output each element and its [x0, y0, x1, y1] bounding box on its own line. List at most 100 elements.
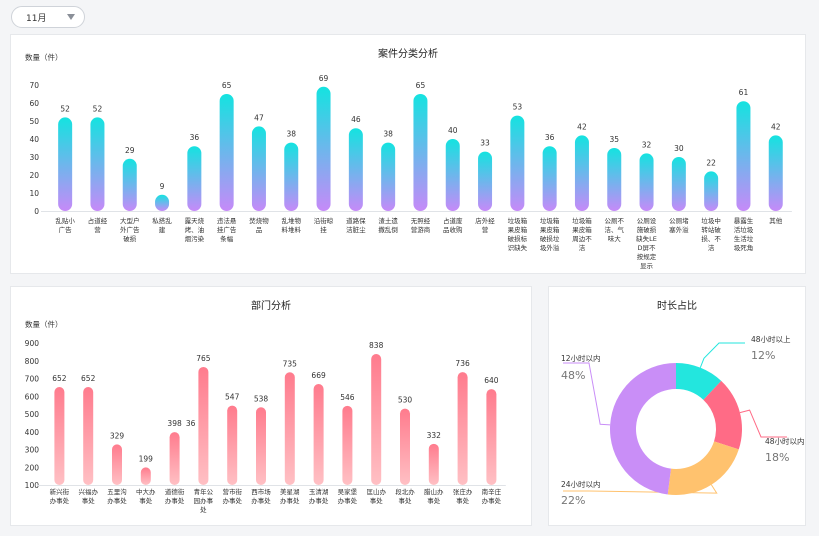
department-category-label: 西市场 — [251, 487, 271, 496]
category-data-label: 40 — [448, 126, 458, 135]
department-data-label: 652 — [81, 374, 96, 383]
donut-slice — [667, 441, 739, 495]
department-category-label: 事处 — [82, 496, 96, 505]
category-y-tick: 50 — [29, 117, 39, 126]
department-bar — [112, 444, 122, 485]
category-bar — [155, 194, 170, 211]
category-data-label: 9 — [160, 182, 165, 191]
department-category-label: 腊山办 — [424, 487, 444, 496]
category-category-label: 识缺失 — [508, 243, 528, 252]
department-category-label: 事处 — [399, 496, 413, 505]
category-category-label: 大型户 — [120, 216, 140, 225]
department-category-label: 张庄办 — [453, 487, 473, 496]
category-bar — [736, 101, 751, 211]
department-category-label: 事处 — [370, 496, 384, 505]
category-bar — [704, 171, 719, 211]
category-category-label: 私搭乱 — [152, 216, 172, 225]
category-y-tick: 40 — [29, 135, 39, 144]
slice-label: 12小时以内 — [561, 353, 601, 363]
category-category-label: 活垃圾 — [734, 225, 754, 234]
category-data-label: 38 — [286, 130, 296, 139]
category-category-label: 周边不 — [572, 235, 592, 243]
department-bar — [457, 372, 468, 485]
department-category-label: 营市街 — [222, 487, 242, 496]
category-data-label: 42 — [771, 122, 781, 131]
category-bar — [607, 148, 622, 211]
category-category-label: 垃圾箱 — [540, 216, 560, 225]
department-bar — [256, 407, 266, 485]
category-category-label: 生活垃 — [734, 234, 754, 243]
department-category-label: 玉清湖 — [309, 487, 329, 496]
category-category-label: 显示 — [640, 262, 654, 270]
department-category-label: 园办事 — [194, 496, 214, 505]
department-annotation: 36 — [186, 419, 196, 428]
department-bar — [169, 432, 180, 485]
department-category-label: 道德街 — [165, 487, 185, 496]
category-category-label: 店外经 — [475, 216, 495, 225]
category-category-label: 料堆料 — [282, 225, 302, 234]
month-select-value: 11月 — [26, 14, 47, 24]
category-data-label: 65 — [416, 81, 426, 90]
department-data-label: 530 — [398, 396, 413, 405]
category-data-label: 47 — [254, 113, 264, 122]
category-category-label: 烤、油 — [185, 225, 205, 234]
department-category-label: 美星湖 — [280, 487, 300, 496]
category-category-label: 建 — [159, 225, 166, 234]
category-data-label: 46 — [351, 115, 361, 124]
category-bar — [219, 94, 234, 211]
department-bar — [284, 372, 295, 485]
department-y-tick: 300 — [25, 446, 40, 455]
category-data-label: 53 — [513, 103, 523, 112]
department-category-label: 办事处 — [165, 496, 185, 505]
department-bar — [342, 405, 353, 485]
category-category-label: 渣土遗 — [378, 216, 398, 225]
department-category-label: 青年公 — [194, 487, 214, 496]
department-category-label: 办事处 — [280, 496, 300, 505]
category-bar — [413, 94, 428, 211]
category-category-label: 垃圾中 — [701, 216, 721, 225]
department-y-axis-title: 数量（件） — [25, 319, 63, 329]
donut-slice — [703, 380, 742, 450]
category-category-label: 营游商 — [411, 225, 431, 234]
category-category-label: 广告 — [59, 225, 73, 234]
category-bar — [510, 115, 525, 211]
department-category-label: 南辛庄 — [482, 487, 502, 496]
department-chart-title: 部门分析 — [251, 301, 291, 312]
department-data-label: 332 — [427, 431, 442, 440]
department-category-label: 中大办 — [136, 487, 156, 496]
department-data-label: 652 — [52, 374, 67, 383]
department-bar — [428, 443, 439, 485]
category-bar — [251, 126, 266, 211]
category-data-label: 35 — [609, 135, 619, 144]
category-category-label: 乱堆物 — [282, 216, 302, 225]
department-category-label: 五里沟 — [107, 487, 127, 496]
category-category-label: 破损标 — [508, 234, 528, 243]
category-category-label: 果皮箱 — [508, 225, 528, 234]
department-data-label: 765 — [196, 354, 211, 363]
category-category-label: 果皮箱 — [572, 225, 592, 234]
category-data-label: 42 — [577, 122, 587, 131]
category-category-label: 损、不 — [701, 234, 721, 243]
donut-slice — [676, 363, 722, 400]
month-select[interactable]: 11月 — [11, 6, 85, 28]
department-data-label: 640 — [484, 376, 499, 385]
department-data-label: 329 — [110, 431, 125, 440]
donut-slice — [609, 363, 676, 495]
duration-chart-title: 时长占比 — [657, 301, 697, 312]
department-category-label: 办事处 — [50, 496, 70, 505]
category-bar — [478, 151, 493, 211]
department-data-label: 546 — [340, 393, 355, 402]
slice-percent: 18% — [765, 451, 789, 464]
department-bar — [198, 366, 209, 485]
category-category-label: 洁、气 — [605, 225, 625, 234]
category-bar — [58, 117, 73, 211]
department-data-label: 736 — [455, 359, 470, 368]
category-category-label: 按规定 — [637, 252, 657, 261]
category-data-label: 52 — [60, 104, 70, 113]
department-analysis-panel: 部门分析 数量（件） 100 200 300 400 500 600 700 800 900 652… — [10, 286, 532, 526]
category-data-label: 61 — [739, 88, 749, 97]
category-y-tick: 30 — [29, 153, 39, 162]
category-category-label: 挂 — [320, 225, 327, 234]
category-bar — [316, 86, 331, 211]
chevron-down-icon — [67, 14, 75, 20]
